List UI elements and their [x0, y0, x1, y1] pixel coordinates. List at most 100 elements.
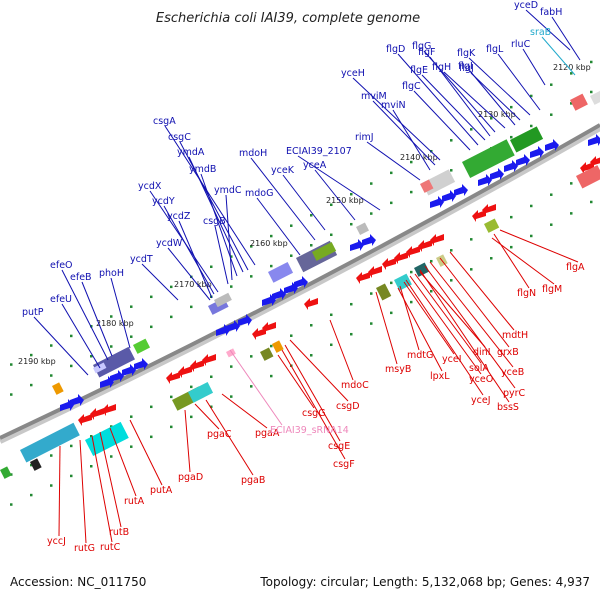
gene-label-sola[interactable]: solA — [469, 363, 489, 374]
genome-backbone — [0, 123, 600, 440]
leader-line — [129, 419, 163, 486]
gene-label-ycei[interactable]: yceI — [442, 354, 462, 365]
gene-label-efeu[interactable]: efeU — [50, 294, 72, 305]
gene-label-srab[interactable]: sraB — [530, 27, 551, 38]
gene-label-yceb[interactable]: yceB — [501, 367, 524, 378]
gene-label-csgb[interactable]: csgB — [203, 216, 226, 227]
gene-label-phoh[interactable]: phoH — [99, 268, 124, 279]
gene-label-csgd[interactable]: csgD — [336, 401, 360, 412]
gene-label-flgh[interactable]: flgH — [432, 62, 451, 73]
tick-mark — [510, 245, 513, 249]
gene-label-csge[interactable]: csgE — [328, 441, 350, 452]
tick-mark — [310, 244, 313, 247]
tick-mark — [390, 311, 393, 315]
gene-label-mdth[interactable]: mdtH — [502, 330, 528, 341]
kbp-label: 2140 kbp — [400, 153, 438, 162]
gene-label-ycdx[interactable]: ycdX — [138, 181, 162, 192]
gene-label-csga[interactable]: csgA — [153, 116, 176, 127]
tick-mark — [10, 363, 13, 366]
gene-label-yceh[interactable]: yceH — [341, 68, 365, 79]
gene-label-flgk[interactable]: flgK — [457, 48, 476, 59]
gene-label-grxb[interactable]: grxB — [497, 347, 519, 358]
gene-label-ycdt[interactable]: ycdT — [130, 254, 153, 265]
gene-label-lpxl[interactable]: lpxL — [430, 371, 450, 382]
gene-label-pgac[interactable]: pgaC — [207, 429, 232, 440]
gene-label-flgl[interactable]: flgL — [486, 44, 504, 55]
gene-label-ycek[interactable]: yceK — [271, 165, 295, 176]
tick-mark — [330, 233, 333, 237]
gene-label-mvin[interactable]: mviN — [381, 100, 406, 111]
gene-label-rutg[interactable]: rutG — [74, 543, 95, 554]
tick-mark — [390, 171, 393, 175]
leader-line — [352, 77, 441, 161]
gene-label-dini[interactable]: dinI — [473, 347, 491, 358]
reverse-gene-arrow — [356, 272, 370, 284]
leader-line — [256, 197, 301, 256]
tick-mark — [150, 435, 153, 439]
gene-label-flgg[interactable]: flgG — [412, 41, 431, 52]
gene-label-pyrc[interactable]: pyrC — [503, 388, 526, 399]
gene-label-csgg[interactable]: csgG — [302, 408, 326, 419]
gene-label-ymdb[interactable]: ymdB — [189, 164, 216, 175]
gene-label-yccj[interactable]: yccJ — [47, 536, 66, 547]
leader-line — [281, 349, 346, 460]
gene-label-msyb[interactable]: msyB — [385, 364, 411, 375]
gene-label-efeo[interactable]: efeO — [50, 260, 73, 271]
tick-mark — [170, 315, 173, 319]
tick-mark — [150, 295, 153, 299]
gene-label-yceo[interactable]: yceO — [469, 374, 493, 385]
gene-label-eciai39-srna14[interactable]: ECIAI39_sRNA14 — [270, 425, 349, 436]
gene-label-ymda[interactable]: ymdA — [177, 147, 205, 158]
tick-mark — [250, 245, 253, 248]
gene-label-flga[interactable]: flgA — [566, 262, 585, 273]
forward-gene-arrow — [530, 146, 544, 158]
tick-mark — [450, 169, 453, 172]
gene-label-flgd[interactable]: flgD — [386, 44, 405, 55]
gene-label-ruta[interactable]: rutA — [124, 496, 145, 507]
gene-label-rimj[interactable]: rimJ — [355, 132, 374, 143]
tick-mark — [330, 313, 333, 317]
gene-label-mvim[interactable]: mviM — [361, 91, 387, 102]
gene-label-ymdc[interactable]: ymdC — [214, 185, 242, 196]
gene-label-fabh[interactable]: fabH — [540, 7, 562, 18]
gene-label-flge[interactable]: flgE — [410, 65, 428, 76]
gene-label-mdoc[interactable]: mdoC — [341, 380, 369, 391]
gene-label-pgaa[interactable]: pgaA — [255, 428, 280, 439]
gene-label-ycea[interactable]: yceA — [303, 160, 327, 171]
gene-label-ycdy[interactable]: ycdY — [152, 196, 175, 207]
gene-label-mdog[interactable]: mdoG — [245, 188, 273, 199]
gene-label-rutb[interactable]: rutB — [109, 527, 129, 538]
gene-label-puta[interactable]: putA — [150, 485, 173, 496]
gene-label-putp[interactable]: putP — [22, 307, 44, 318]
gene-label-yced[interactable]: yceD — [514, 0, 538, 11]
gene-label-mdtg[interactable]: mdtG — [407, 350, 433, 361]
leader-line — [439, 257, 510, 348]
gene-label-flgf[interactable]: flgF — [418, 47, 435, 58]
gene-label-csgc[interactable]: csgC — [168, 132, 191, 143]
gene-label-bsss[interactable]: bssS — [497, 402, 519, 413]
gene-label-ycdz[interactable]: ycdZ — [167, 211, 191, 222]
leader-line — [205, 399, 254, 476]
leader-line — [491, 237, 555, 285]
leader-line — [497, 53, 541, 111]
gene-label-flgm[interactable]: flgM — [542, 284, 562, 295]
tick-mark — [510, 135, 513, 139]
reverse-gene-arrow — [590, 156, 600, 168]
gene-label-pgad[interactable]: pgaD — [178, 472, 203, 483]
forward-gene-arrow — [350, 239, 364, 251]
gene-label-csgf[interactable]: csgF — [333, 459, 355, 470]
gene-label-pgab[interactable]: pgaB — [241, 475, 265, 486]
gene-label-flgj[interactable]: flgJ — [459, 63, 474, 74]
gene-label-efeb[interactable]: efeB — [70, 272, 92, 283]
gene-label-ycej[interactable]: yceJ — [471, 395, 491, 406]
leader-line — [163, 205, 215, 295]
gene-label-flgi[interactable]: flgI — [458, 61, 473, 72]
forward-gene-arrow — [70, 394, 84, 406]
gene-label-flgn[interactable]: flgN — [517, 288, 536, 299]
gene-label-rutc[interactable]: rutC — [100, 542, 121, 553]
gene-label-rluc[interactable]: rluC — [511, 39, 531, 50]
gene-label-eciai39-2107[interactable]: ECIAI39_2107 — [286, 146, 352, 157]
gene-label-flgc[interactable]: flgC — [402, 81, 421, 92]
gene-label-mdoh[interactable]: mdoH — [239, 148, 267, 159]
gene-label-ycdw[interactable]: ycdW — [156, 238, 183, 249]
